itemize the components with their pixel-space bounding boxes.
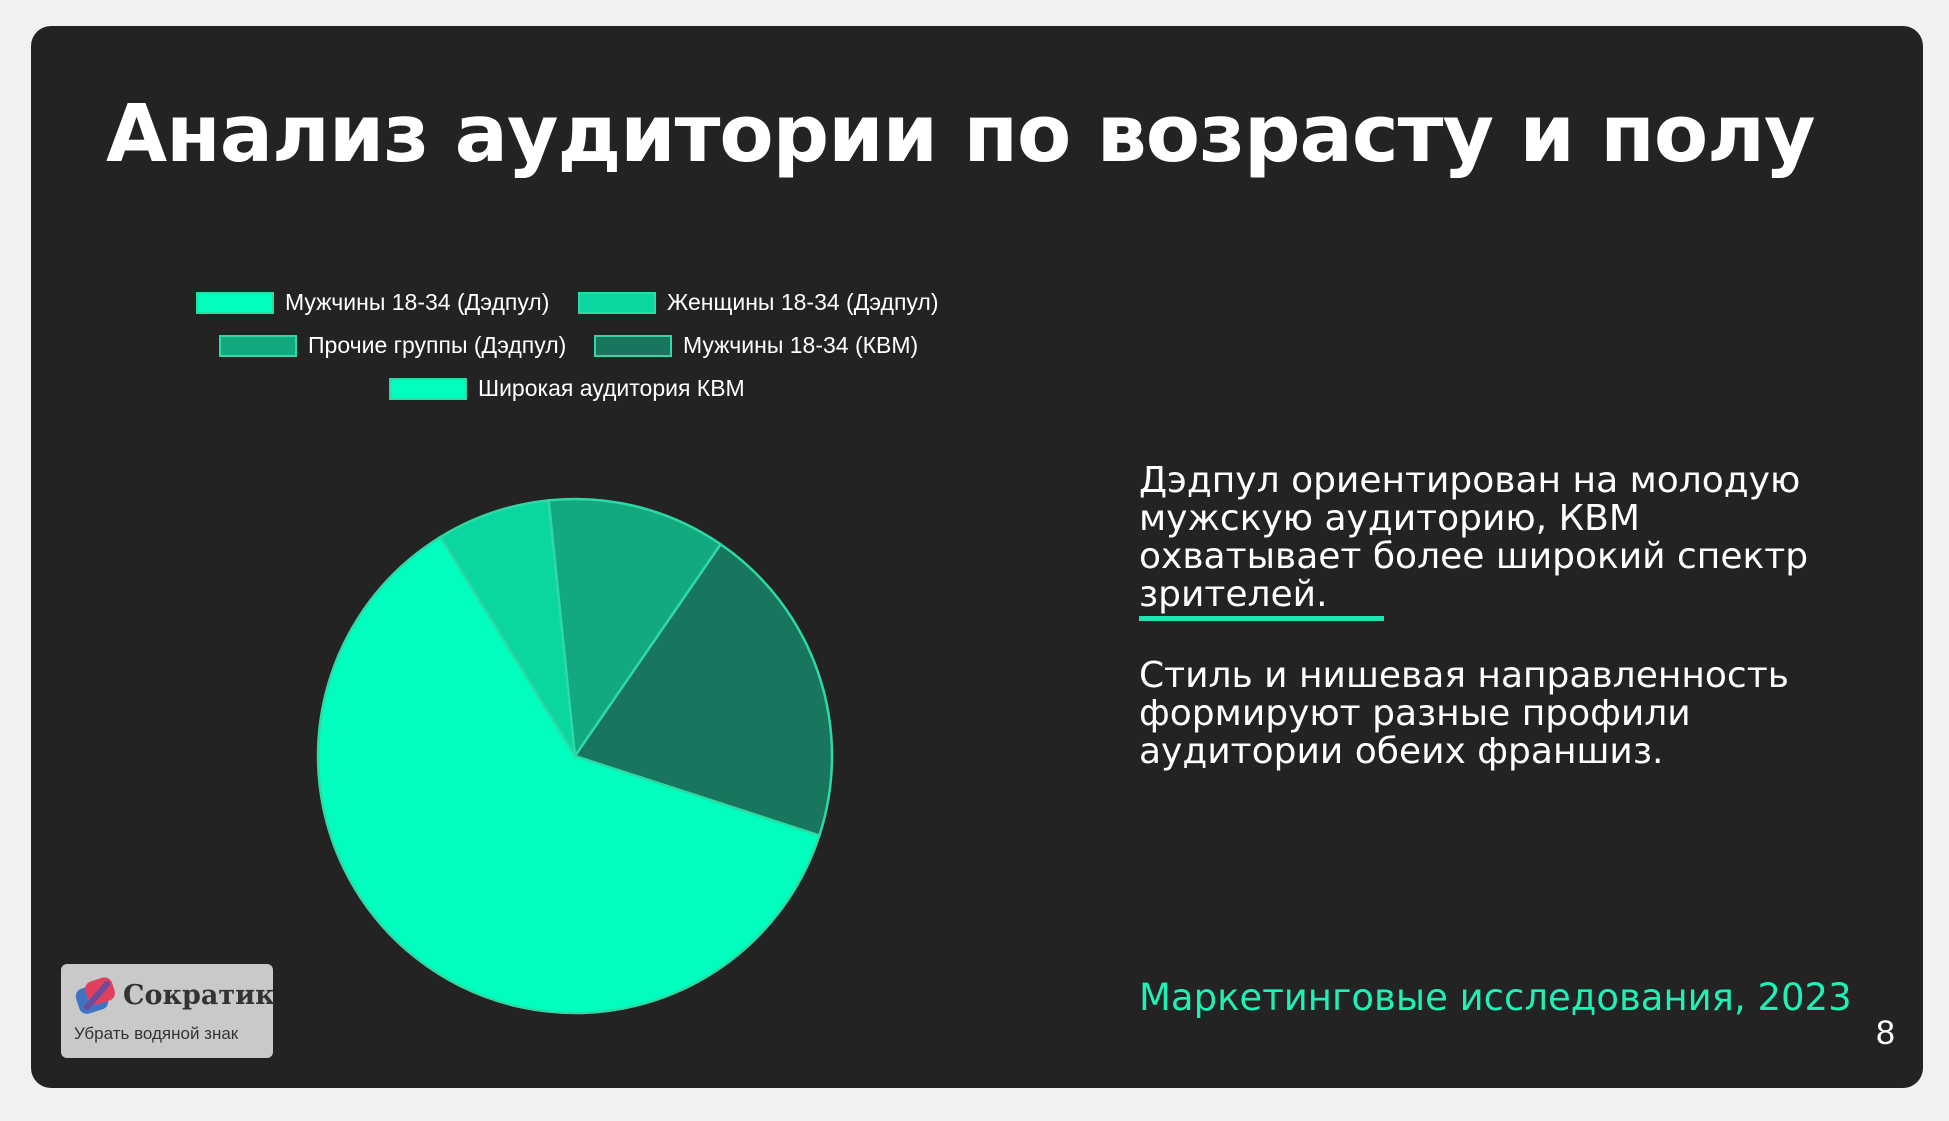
legend-item[interactable]: Мужчины 18-34 (КВМ) — [594, 332, 918, 359]
legend-item[interactable]: Женщины 18-34 (Дэдпул) — [578, 289, 938, 316]
legend-swatch — [578, 291, 656, 314]
legend-item[interactable]: Мужчины 18-34 (Дэдпул) — [196, 289, 549, 316]
watermark-badge[interactable]: Сократик Убрать водяной знак — [61, 964, 275, 1058]
insight-text-1: Дэдпул ориентирован на молодую мужскую а… — [1139, 460, 1809, 615]
divider-line — [1139, 616, 1384, 621]
legend-swatch — [594, 334, 672, 357]
source-citation: Маркетинговые исследования, 2023 — [1139, 976, 1852, 1019]
insight-text-2: Стиль и нишевая направленность формируют… — [1139, 655, 1789, 772]
legend-item[interactable]: Широкая аудитория КВМ — [389, 375, 745, 402]
slide: Анализ аудитории по возрасту и полу Мужч… — [31, 26, 1923, 1088]
pie-slice[interactable] — [547, 497, 723, 760]
legend-swatch — [196, 291, 274, 314]
slide-title: Анализ аудитории по возрасту и полу — [106, 88, 1816, 180]
pie-slice[interactable] — [438, 498, 577, 757]
sokratik-logo-icon — [75, 977, 115, 1014]
legend-label: Женщины 18-34 (Дэдпул) — [667, 289, 939, 315]
pie-slice[interactable] — [573, 542, 834, 837]
legend-label: Мужчины 18-34 (Дэдпул) — [285, 289, 550, 315]
watermark-name: Сократик — [123, 980, 275, 1011]
pie-slice[interactable] — [316, 535, 821, 1015]
legend-label: Прочие группы (Дэдпул) — [308, 332, 567, 358]
legend-swatch — [219, 334, 297, 357]
page-number: 8 — [1876, 1014, 1895, 1052]
legend-swatch — [389, 377, 467, 400]
pie-chart — [316, 497, 834, 1015]
legend-label: Широкая аудитория КВМ — [478, 375, 745, 401]
legend-label: Мужчины 18-34 (КВМ) — [683, 332, 919, 358]
remove-watermark-link[interactable]: Убрать водяной знак — [74, 1024, 239, 1043]
legend-item[interactable]: Прочие группы (Дэдпул) — [219, 332, 566, 359]
